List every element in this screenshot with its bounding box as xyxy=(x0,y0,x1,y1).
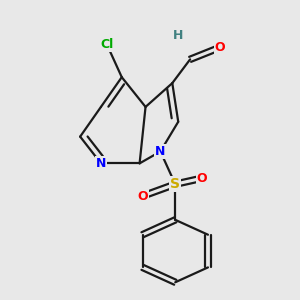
Text: O: O xyxy=(214,41,225,54)
Text: S: S xyxy=(170,177,180,191)
Text: O: O xyxy=(197,172,207,185)
Text: H: H xyxy=(173,29,183,42)
Text: Cl: Cl xyxy=(100,38,113,51)
Text: N: N xyxy=(155,145,166,158)
Text: N: N xyxy=(96,157,106,170)
Text: O: O xyxy=(137,190,148,202)
